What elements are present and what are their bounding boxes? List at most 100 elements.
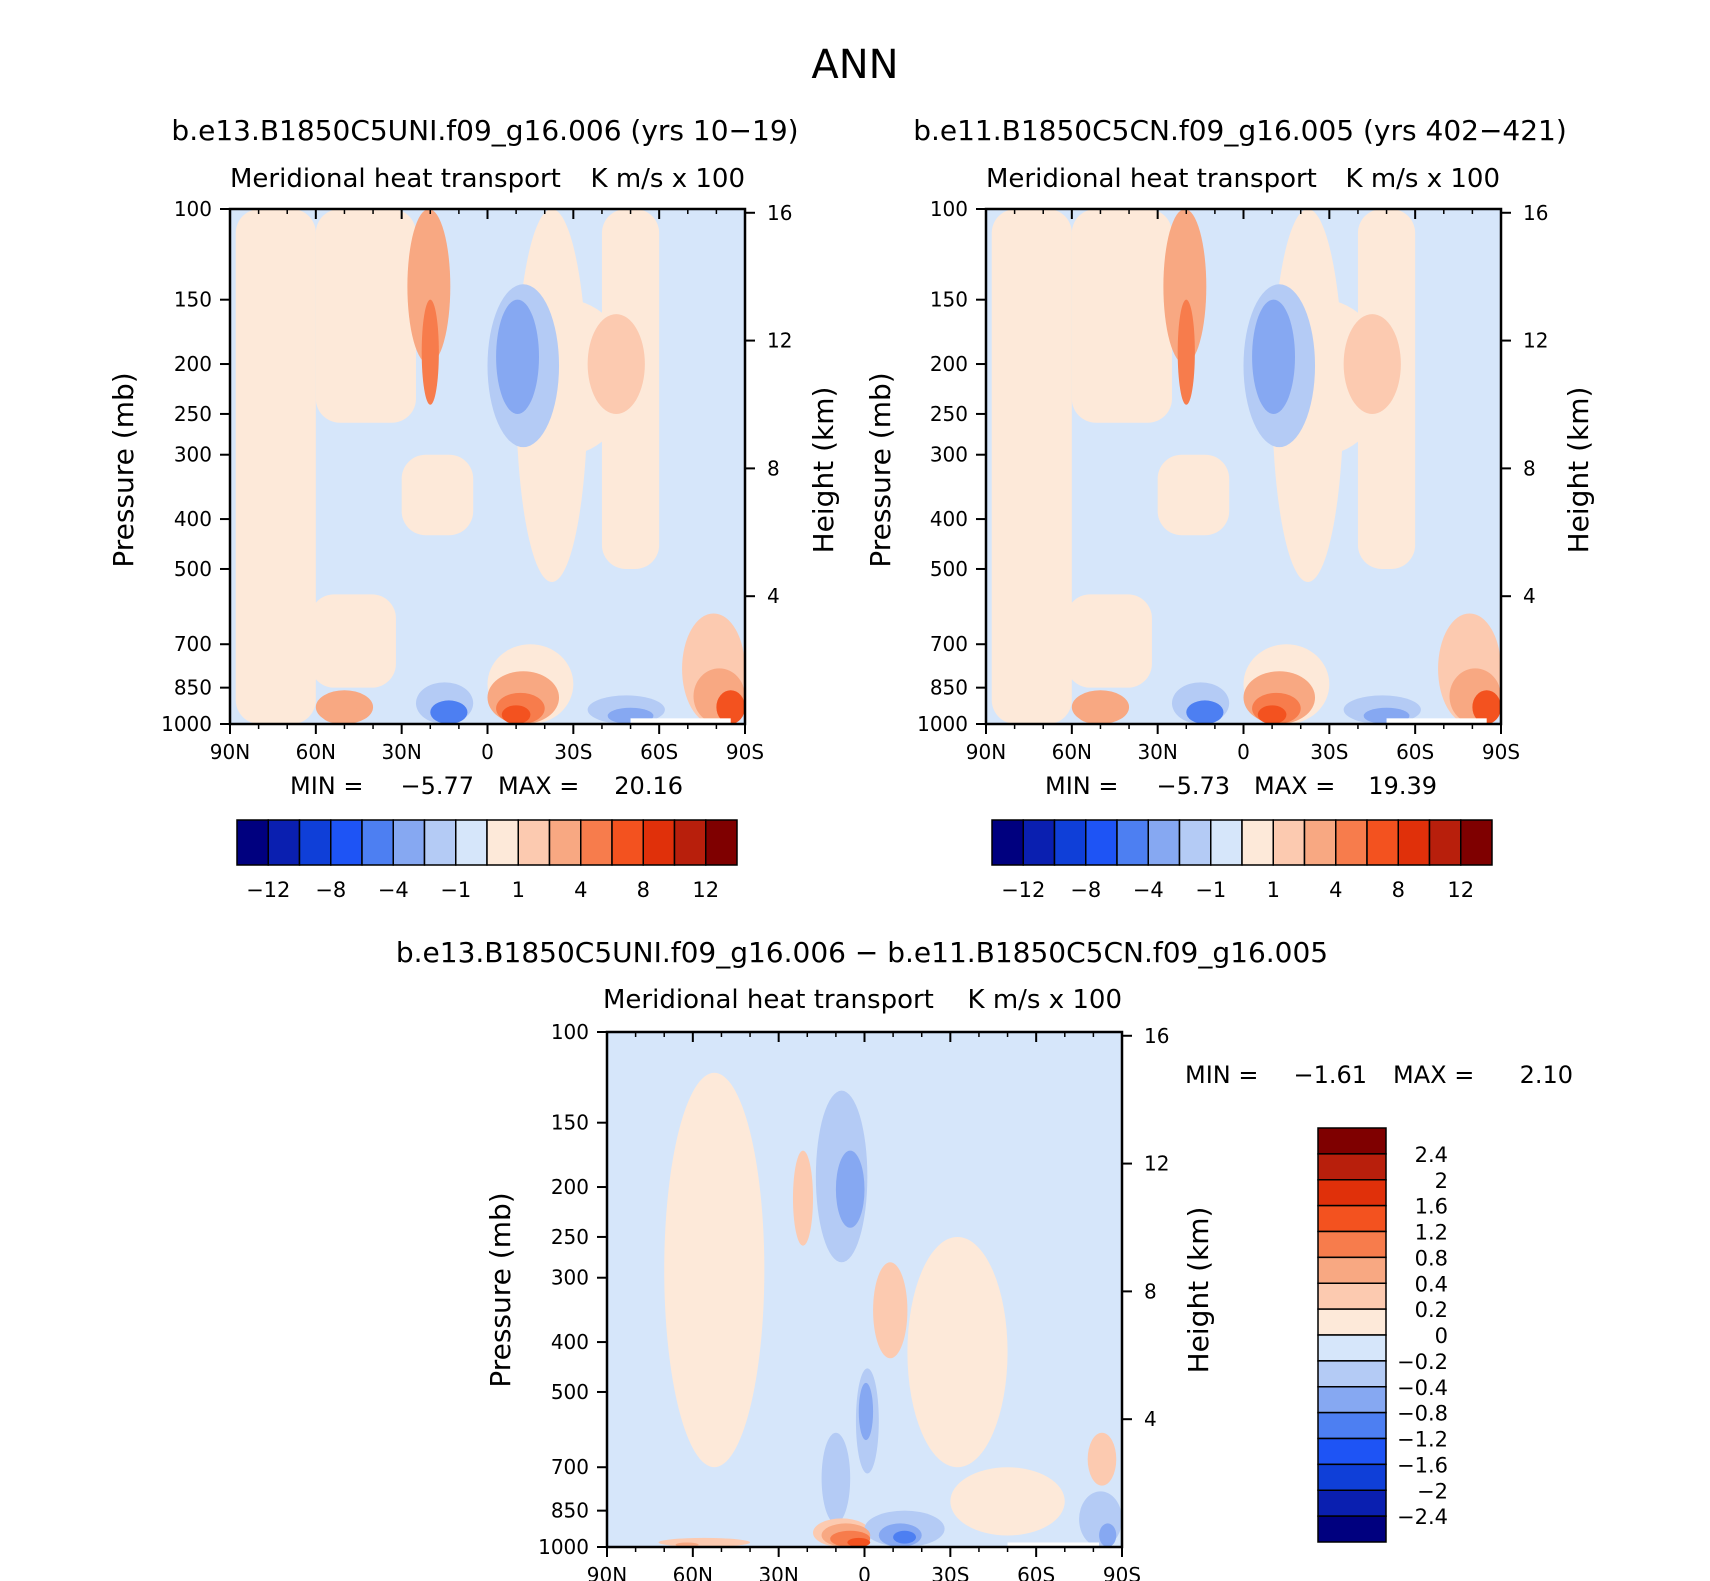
- contour-region: [315, 209, 416, 423]
- colorbar-box: [1460, 819, 1493, 866]
- contour-region: [858, 1382, 874, 1441]
- right-string: K m/s x 100: [968, 985, 1123, 1015]
- colorbar-label: −8: [1070, 878, 1101, 902]
- y-tick-label: 850: [930, 676, 968, 700]
- missing-data-mask: [1386, 718, 1487, 724]
- colorbar-box: [1317, 1308, 1387, 1336]
- y-axis-label: Pressure (mb): [107, 372, 140, 567]
- y-tick-label: 700: [930, 632, 968, 656]
- contour-region: [847, 1537, 871, 1547]
- figure-title: ANN: [811, 42, 898, 88]
- y-tick-label: 200: [551, 1175, 589, 1199]
- panel-title: b.e13.B1850C5UNI.f09_g16.006 − b.e11.B18…: [396, 936, 1328, 969]
- colorbar-label: −0.4: [1397, 1376, 1448, 1400]
- x-tick-label: 60N: [673, 1563, 713, 1581]
- x-tick-label: 30N: [381, 740, 421, 764]
- contour-region: [716, 690, 745, 724]
- contour-region: [821, 1432, 851, 1524]
- colorbar-label: −0.8: [1397, 1402, 1448, 1426]
- y-tick-label: 250: [930, 402, 968, 426]
- colorbar: 2.421.61.20.80.40.20−0.2−0.4−0.8−1.2−1.6…: [1317, 1127, 1448, 1543]
- x-tick-label: 90S: [1482, 740, 1520, 764]
- stats-line: MIN = −5.77 MAX = 20.16: [290, 772, 683, 800]
- colorbar-box: [298, 819, 332, 866]
- colorbar-box: [1428, 819, 1462, 866]
- min-value: −1.61: [1293, 1061, 1367, 1089]
- contour-region: [907, 1236, 1008, 1468]
- contour-region: [1157, 454, 1230, 536]
- contour-region: [1252, 299, 1295, 414]
- y2-tick-label: 4: [1523, 584, 1536, 608]
- colorbar-box: [611, 819, 644, 866]
- x-tick-label: 0: [858, 1563, 871, 1581]
- colorbar-label: 4: [574, 878, 587, 902]
- contour-region: [401, 454, 474, 536]
- max-value: 19.39: [1368, 772, 1437, 800]
- colorbar-box: [1272, 819, 1306, 866]
- y-tick-label: 300: [930, 443, 968, 467]
- y-tick-label: 850: [174, 676, 212, 700]
- stats-line: MIN = −5.73 MAX = 19.39: [1045, 772, 1437, 800]
- y-tick-label: 300: [174, 443, 212, 467]
- missing-data-mask: [1007, 1542, 1100, 1547]
- contour-region: [1343, 314, 1401, 414]
- colorbar-box: [991, 819, 1024, 866]
- colorbar-box: [1317, 1489, 1387, 1517]
- colorbar-label: −4: [378, 878, 409, 902]
- contour-region: [835, 1150, 865, 1228]
- colorbar-label: 1.6: [1415, 1195, 1448, 1219]
- colorbar-box: [642, 819, 676, 866]
- y-tick-label: 150: [174, 288, 212, 312]
- contour-region: [501, 705, 531, 724]
- colorbar-box: [705, 819, 738, 866]
- contour-region: [1066, 594, 1152, 688]
- right-string: K m/s x 100: [591, 164, 746, 194]
- x-tick-label: 30S: [1310, 740, 1348, 764]
- contour-region: [1257, 705, 1287, 724]
- colorbar-box: [1317, 1515, 1387, 1543]
- y-tick-label: 500: [551, 1380, 589, 1404]
- y-tick-label: 400: [174, 507, 212, 531]
- y2-axis-label: Height (km): [1562, 387, 1595, 554]
- colorbar-box: [1317, 1411, 1387, 1440]
- x-tick-label: 90N: [210, 740, 250, 764]
- colorbar-label: −8: [315, 878, 346, 902]
- colorbar-label: 1.2: [1415, 1221, 1448, 1245]
- y-tick-label: 1000: [538, 1535, 589, 1559]
- colorbar-box: [548, 819, 582, 866]
- min-label: MIN =: [1185, 1061, 1258, 1089]
- x-tick-label: 90S: [726, 740, 764, 764]
- contour-region: [496, 299, 539, 414]
- contour-region: [1099, 1523, 1117, 1547]
- y2-axis-label: Height (km): [1182, 1207, 1215, 1374]
- colorbar-label: 8: [637, 878, 650, 902]
- colorbar-box: [1303, 819, 1337, 866]
- contour-region: [658, 1537, 751, 1547]
- y-axis-label: Pressure (mb): [484, 1192, 517, 1387]
- right-string: K m/s x 100: [1346, 164, 1501, 194]
- colorbar-label: 0.4: [1415, 1272, 1448, 1296]
- contour-region: [235, 209, 316, 724]
- colorbar-label: 2: [1435, 1169, 1448, 1193]
- max-label: MAX =: [1254, 772, 1335, 800]
- x-tick-label: 60N: [296, 740, 336, 764]
- contour-region: [1186, 700, 1224, 725]
- x-tick-label: 60S: [1396, 740, 1434, 764]
- colorbar-box: [1317, 1204, 1387, 1233]
- colorbar-label: −4: [1133, 878, 1164, 902]
- y-tick-label: 300: [551, 1266, 589, 1290]
- x-tick-label: 30S: [554, 740, 592, 764]
- colorbar-label: 0: [1435, 1324, 1448, 1348]
- contour-plot: 90N 60N 30N 0 30S 60S 90S 100 150 200 250 300 400 500…: [161, 197, 792, 764]
- colorbar-box: [1116, 819, 1149, 866]
- contour-region: [1077, 705, 1118, 724]
- colorbar-label: −12: [246, 878, 290, 902]
- colorbar-box: [486, 819, 519, 866]
- y2-tick-label: 8: [1144, 1279, 1157, 1303]
- x-tick-label: 90N: [587, 1563, 627, 1581]
- y2-tick-label: 8: [1523, 456, 1536, 480]
- colorbar-box: [236, 819, 269, 866]
- panel-case: b.e13.B1850C5UNI.f09_g16.006 (yrs 10−19)…: [107, 114, 840, 902]
- colorbar-box: [1147, 819, 1181, 866]
- colorbar-box: [330, 819, 363, 866]
